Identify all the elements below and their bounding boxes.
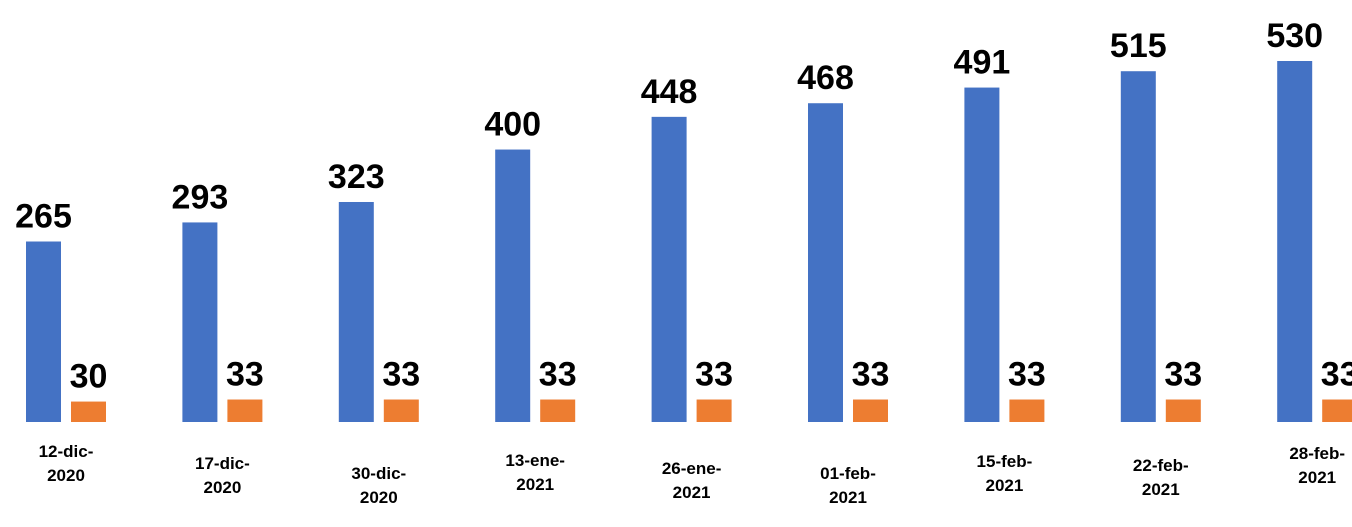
x-tick-label-8: 22-feb- 2021 <box>1133 456 1189 499</box>
blue-bar-value-label-5: 448 <box>641 73 698 111</box>
orange-bar-value-label-5: 33 <box>695 356 733 394</box>
orange-bar-value-label-6: 33 <box>852 356 890 394</box>
orange-bar-2 <box>227 399 263 422</box>
x-tick-label-line: 2020 <box>47 466 85 485</box>
x-tick-label-line: 17-dic- <box>195 454 250 473</box>
x-tick-label-1: 12-dic- 2020 <box>39 442 94 485</box>
x-tick-label-5: 26-ene- 2021 <box>662 459 722 502</box>
x-tick-label-line: 13-ene- <box>505 451 565 470</box>
blue-bar-6 <box>808 103 843 422</box>
blue-bar-5 <box>651 116 687 422</box>
x-tick-label-line: 2021 <box>673 483 711 502</box>
orange-bar-6 <box>853 399 888 422</box>
blue-bar-value-label-6: 468 <box>797 59 854 97</box>
blue-bar-value-label-2: 293 <box>172 178 229 216</box>
x-tick-label-line: 2021 <box>516 475 554 494</box>
x-tick-label-line: 2021 <box>1298 468 1336 487</box>
x-tick-label-line: 2021 <box>1142 480 1180 499</box>
x-tick-label-6: 01-feb- 2021 <box>820 464 876 507</box>
orange-bar-5 <box>696 399 732 422</box>
x-tick-label-2: 17-dic- 2020 <box>195 454 250 497</box>
orange-bar-3 <box>383 399 419 422</box>
x-tick-label-line: 2021 <box>985 476 1023 495</box>
orange-bar-8 <box>1165 399 1201 422</box>
x-tick-label-line: 01-feb- <box>820 464 876 483</box>
orange-bar-value-label-3: 33 <box>382 356 420 394</box>
orange-bar-value-label-1: 30 <box>70 358 108 396</box>
blue-bar-2 <box>182 222 218 422</box>
x-tick-label-line: 28-feb- <box>1289 444 1345 463</box>
blue-bar-value-label-8: 515 <box>1110 27 1167 65</box>
orange-bar-7 <box>1009 399 1045 422</box>
blue-bar-7 <box>964 87 1000 422</box>
x-tick-label-line: 30-dic- <box>351 464 406 483</box>
orange-bar-value-label-8: 33 <box>1164 356 1202 394</box>
orange-bar-value-label-7: 33 <box>1008 356 1046 394</box>
x-tick-label-9: 28-feb- 2021 <box>1289 444 1345 487</box>
blue-bar-value-label-4: 400 <box>484 106 541 144</box>
orange-bar-9 <box>1322 399 1352 422</box>
x-tick-label-line: 22-feb- <box>1133 456 1189 475</box>
x-tick-label-7: 15-feb- 2021 <box>977 452 1033 495</box>
orange-bar-value-label-4: 33 <box>539 356 577 394</box>
x-tick-label-line: 26-ene- <box>662 459 722 478</box>
blue-bar-8 <box>1120 71 1156 422</box>
orange-bar-4 <box>540 399 576 422</box>
x-tick-label-3: 30-dic- 2020 <box>351 464 406 507</box>
orange-bar-value-label-9: 33 <box>1321 356 1352 394</box>
blue-bar-1 <box>26 241 61 422</box>
blue-bar-value-label-3: 323 <box>328 158 385 196</box>
x-tick-label-line: 12-dic- <box>39 442 94 461</box>
blue-bar-value-label-7: 491 <box>954 44 1011 82</box>
blue-bar-4 <box>495 149 531 422</box>
orange-bar-value-label-2: 33 <box>226 356 264 394</box>
x-tick-label-4: 13-ene- 2021 <box>505 451 565 494</box>
x-tick-label-line: 2021 <box>829 488 867 507</box>
x-tick-label-line: 2020 <box>360 488 398 507</box>
x-tick-label-line: 2020 <box>203 478 241 497</box>
blue-bar-value-label-1: 265 <box>15 198 72 236</box>
x-tick-label-line: 15-feb- <box>977 452 1033 471</box>
blue-bar-value-label-9: 530 <box>1266 17 1323 55</box>
blue-bar-9 <box>1277 61 1313 422</box>
orange-bar-1 <box>71 401 106 422</box>
blue-bar-3 <box>338 201 374 422</box>
